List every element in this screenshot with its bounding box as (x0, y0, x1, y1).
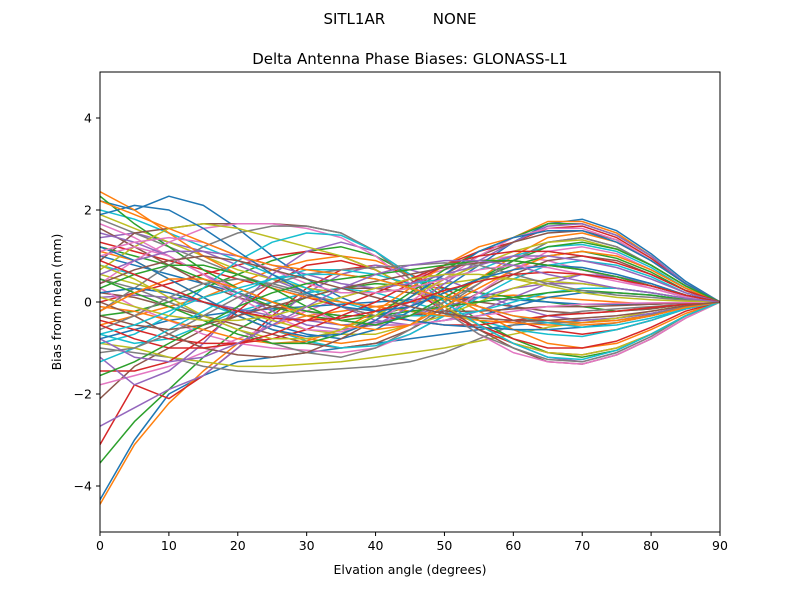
y-tick-label: −4 (74, 479, 92, 494)
x-tick-label: 90 (712, 538, 728, 553)
x-axis-label: Elvation angle (degrees) (333, 562, 486, 577)
y-tick-label: 4 (84, 111, 92, 126)
series-line-59 (100, 273, 720, 322)
chart-title: Delta Antenna Phase Biases: GLONASS-L1 (252, 50, 568, 68)
x-tick-label: 30 (299, 538, 315, 553)
y-tick-label: 2 (84, 203, 92, 218)
series-line-52 (100, 250, 720, 331)
series-line-63 (100, 259, 720, 377)
series-line-53 (100, 241, 720, 326)
x-tick-label: 50 (436, 538, 452, 553)
x-tick-label: 60 (505, 538, 521, 553)
y-axis-label: Bias from mean (mm) (49, 234, 64, 371)
series-layer (100, 190, 720, 505)
x-tick-label: 70 (574, 538, 590, 553)
y-tick-label: −2 (74, 387, 92, 402)
y-tick-label: 0 (84, 295, 92, 310)
series-line-9 (100, 301, 720, 368)
series-line-55 (100, 250, 720, 303)
series-line-1 (100, 301, 720, 501)
x-tick-label: 80 (643, 538, 659, 553)
series-line-65 (100, 259, 720, 363)
x-tick-label: 0 (96, 538, 104, 553)
x-tick-label: 10 (161, 538, 177, 553)
series-line-62 (100, 200, 720, 324)
series-line-64 (100, 259, 720, 322)
series-line-8 (100, 301, 720, 375)
series-line-66 (100, 255, 720, 322)
y-axis: −4 −2 0 2 4 (74, 111, 100, 494)
chart-suptitle: SITL1AR NONE (323, 10, 476, 28)
x-axis: 0 10 20 30 40 50 60 70 80 90 (96, 532, 728, 553)
x-tick-label: 40 (368, 538, 384, 553)
x-tick-label: 20 (230, 538, 246, 553)
